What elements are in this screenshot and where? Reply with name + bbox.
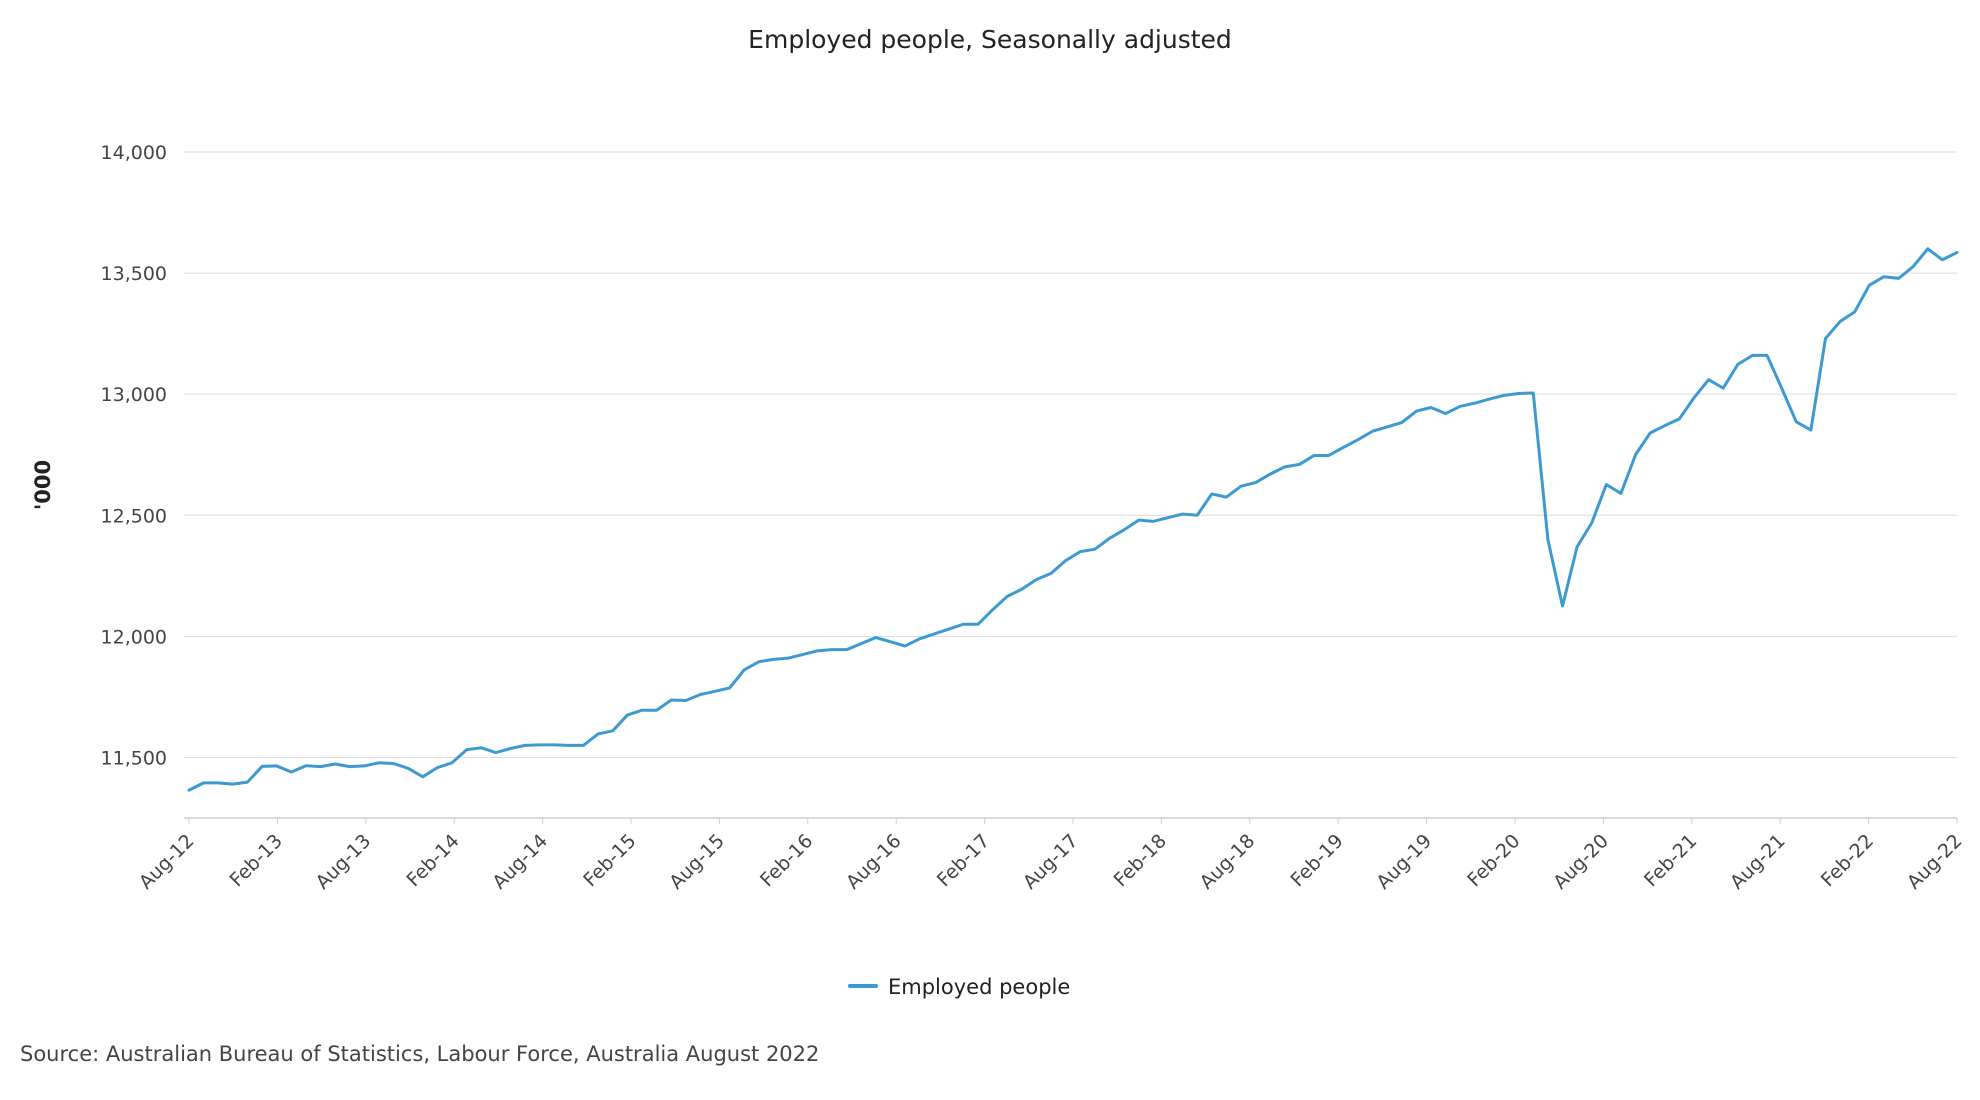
- x-tick-label: Aug-18: [1196, 830, 1260, 894]
- x-tick-label: Feb-22: [1817, 830, 1878, 891]
- x-tick-label: Aug-16: [842, 830, 906, 894]
- x-tick-label: Feb-14: [402, 830, 463, 891]
- x-tick-label: Aug-20: [1549, 830, 1613, 894]
- series-line-employed-people[interactable]: [187, 247, 1959, 792]
- gridlines: [184, 151, 1957, 758]
- x-tick-label: Aug-15: [665, 830, 729, 894]
- legend[interactable]: Employed people: [848, 975, 1070, 999]
- x-tick-label: Aug-22: [1903, 830, 1967, 894]
- y-tick-label: 13,500: [101, 263, 167, 285]
- y-tick-label: 13,000: [101, 384, 167, 406]
- source-note: Source: Australian Bureau of Statistics,…: [20, 1042, 819, 1066]
- x-tick-label: Aug-19: [1372, 830, 1436, 894]
- x-tick-label: Feb-19: [1286, 830, 1347, 891]
- x-tick-label: Feb-13: [226, 830, 287, 891]
- x-tick-label: Feb-21: [1640, 830, 1701, 891]
- x-tick-label: Feb-20: [1463, 830, 1524, 891]
- x-tick-label: Aug-17: [1019, 830, 1083, 894]
- x-tick-label: Feb-15: [579, 830, 640, 891]
- x-tick-label: Feb-18: [1110, 830, 1171, 891]
- x-tick-label: Feb-17: [933, 830, 994, 891]
- series-lines: [187, 247, 1959, 792]
- y-tick-label: 12,000: [101, 626, 167, 648]
- x-tick-label: Feb-16: [756, 830, 817, 891]
- y-axis-label: '000: [31, 460, 55, 510]
- x-tick-label: Aug-14: [488, 830, 552, 894]
- x-axis-ticks: Aug-12 Feb-13 Aug-13 Feb-14 Aug-14 Feb-15 Aug-…: [135, 818, 1967, 894]
- x-tick-label: Aug-12: [135, 830, 199, 894]
- chart-title: Employed people, Seasonally adjusted: [748, 25, 1232, 54]
- y-tick-label: 14,000: [101, 142, 167, 164]
- x-tick-label: Aug-13: [312, 830, 376, 894]
- y-tick-label: 11,500: [101, 747, 167, 769]
- legend-label-employed-people: Employed people: [888, 975, 1070, 999]
- y-tick-label: 12,500: [101, 505, 167, 527]
- y-axis-ticks: 11,500 12,000 12,500 13,000 13,500 14,000: [101, 142, 167, 769]
- x-tick-label: Aug-21: [1726, 830, 1790, 894]
